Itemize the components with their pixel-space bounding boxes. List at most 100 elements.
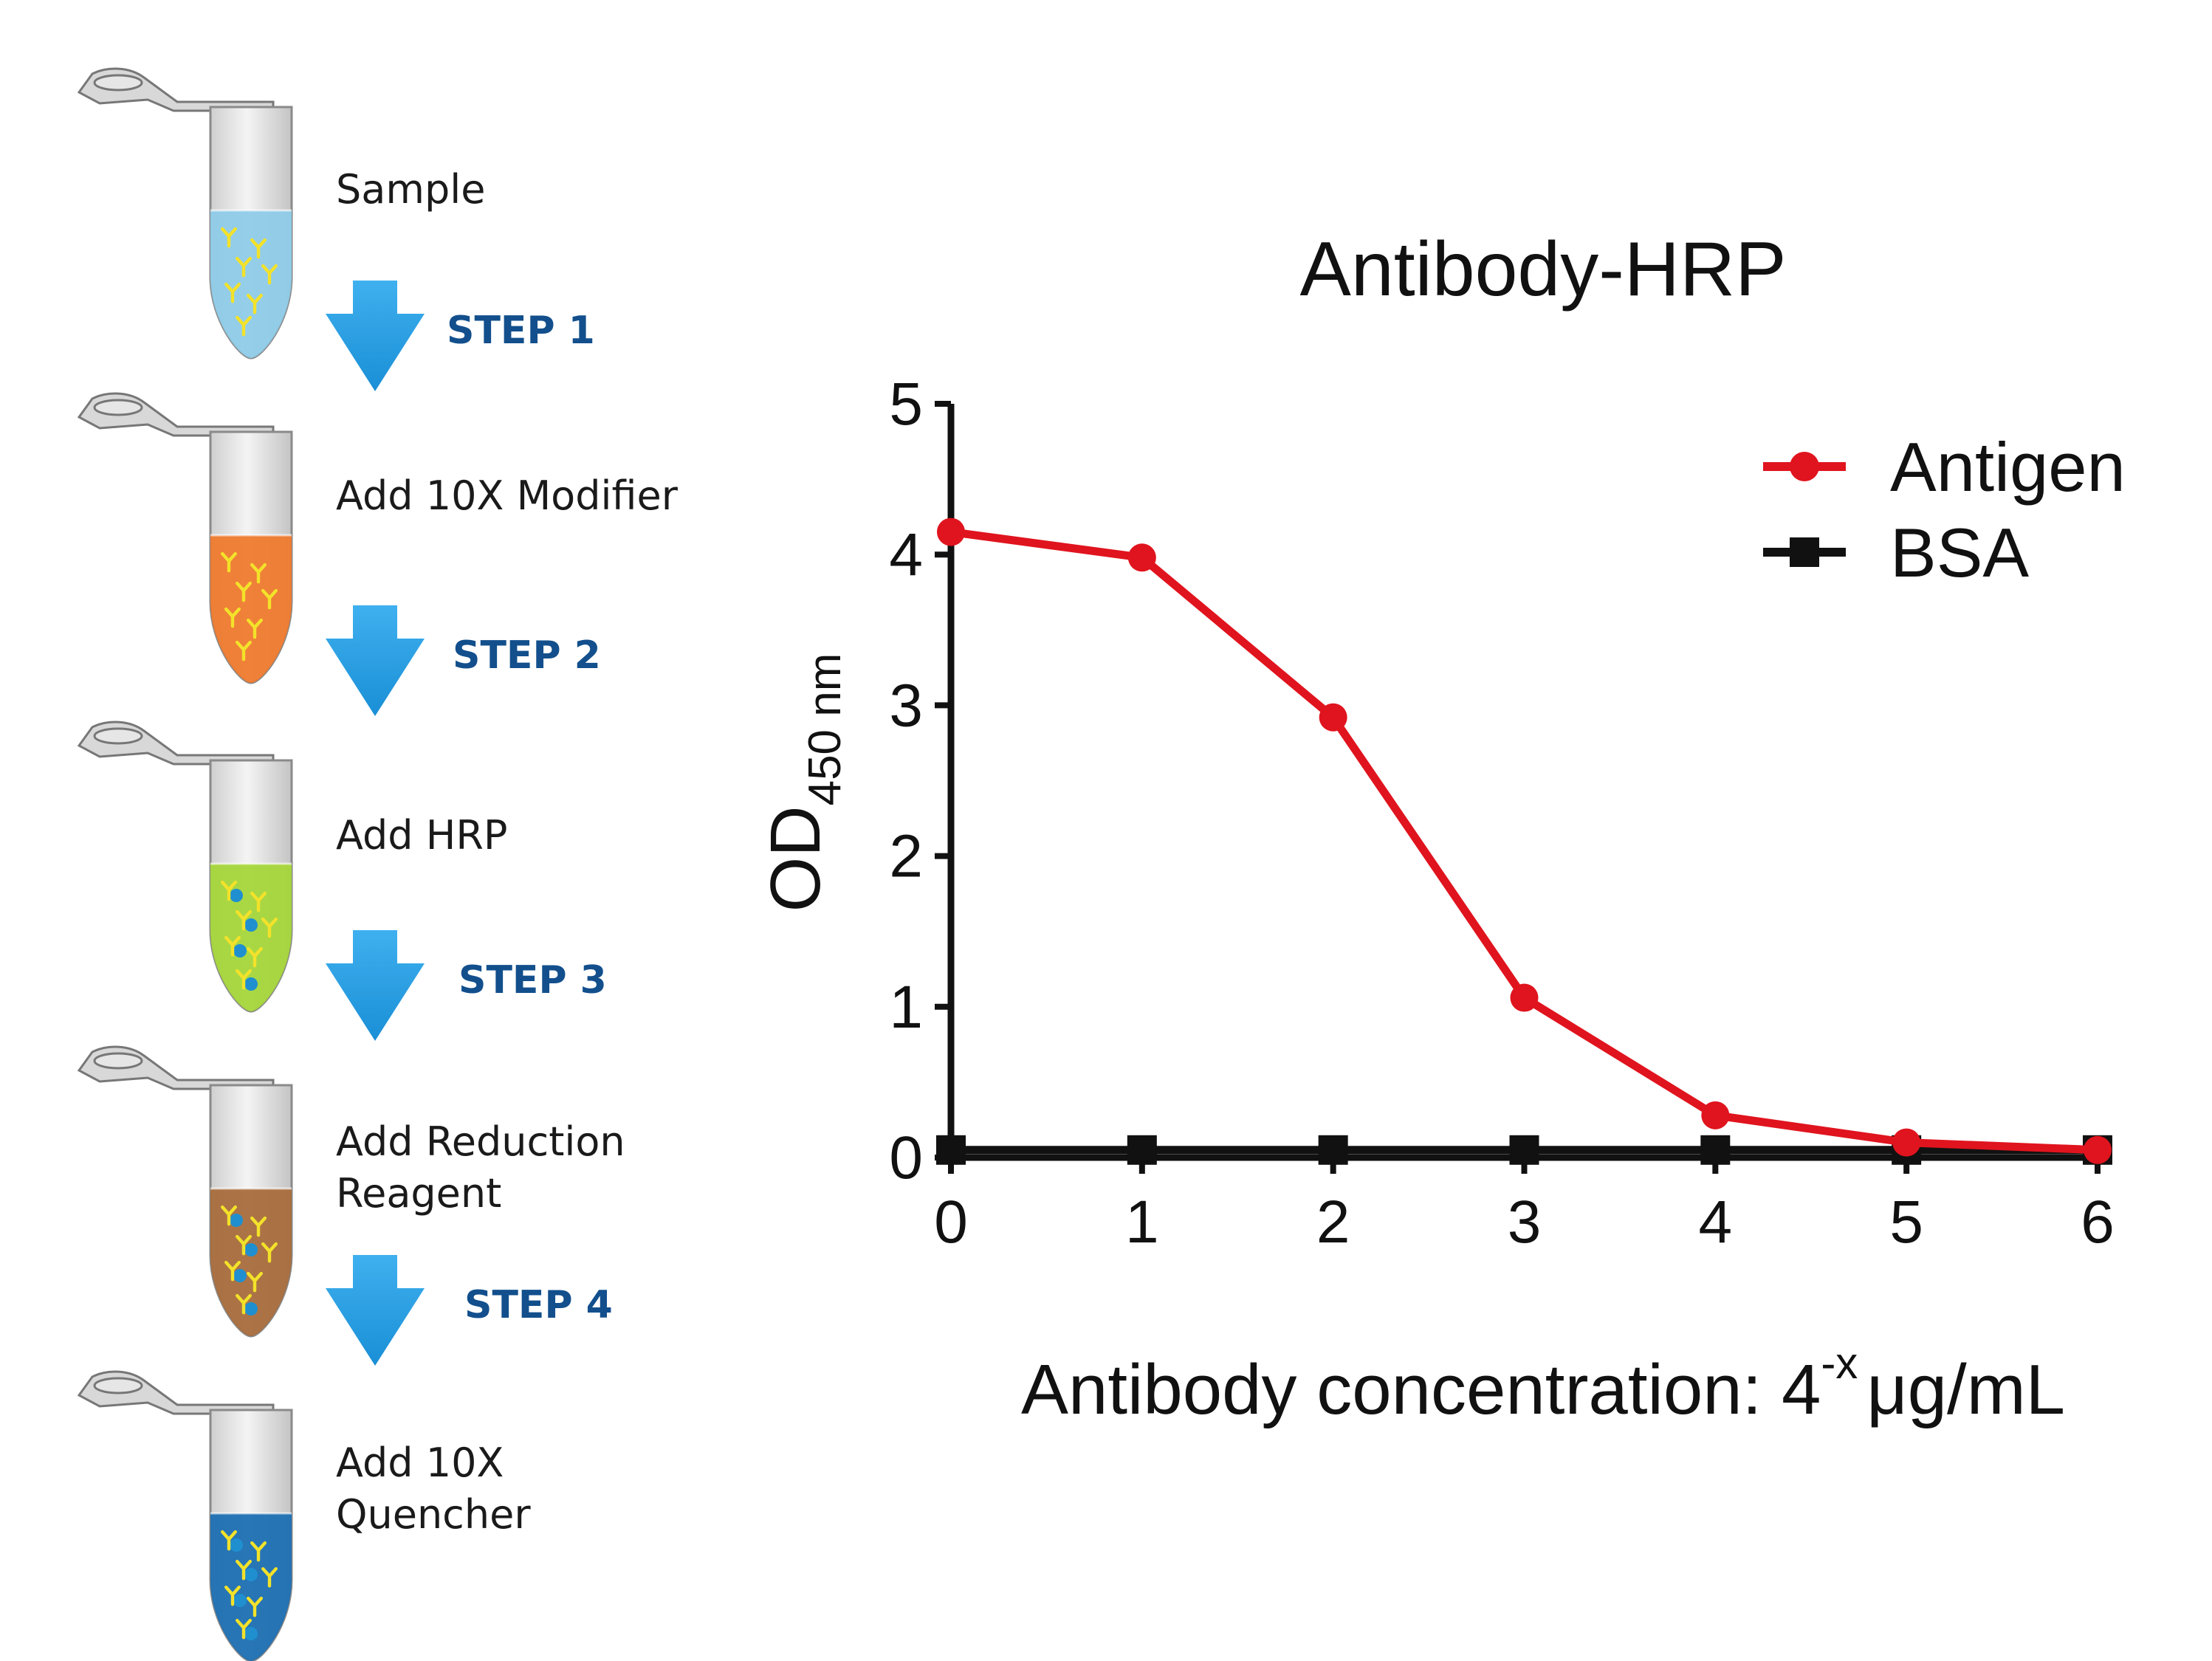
antibody-stroke bbox=[235, 315, 253, 337]
antibody-stroke bbox=[220, 227, 238, 248]
antibody-icon bbox=[235, 640, 253, 661]
x-axis-label-sup: -x bbox=[1821, 1338, 1858, 1388]
tube-liquid bbox=[210, 1512, 292, 1661]
y-tick-label: 3 bbox=[889, 672, 923, 739]
antibody-stroke bbox=[224, 1260, 241, 1282]
antibody-stroke bbox=[224, 1585, 241, 1606]
y-tick-label: 5 bbox=[889, 371, 923, 438]
antibody-icon bbox=[250, 238, 267, 259]
tube-liquid bbox=[210, 209, 292, 358]
antibody-stroke bbox=[246, 1596, 264, 1617]
antibody-icon bbox=[224, 1585, 241, 1606]
x-tick-label: 6 bbox=[2081, 1189, 2115, 1256]
x-axis-label-main: Antibody concentration: 4 bbox=[1021, 1350, 1821, 1429]
antibody-icon bbox=[235, 1234, 253, 1256]
antibody-icon bbox=[246, 1271, 264, 1293]
tube-label: Reagent bbox=[336, 1170, 501, 1217]
antibody-icon bbox=[235, 1559, 253, 1581]
x-tick-label: 3 bbox=[1508, 1189, 1542, 1256]
hrp-dot bbox=[230, 1538, 243, 1552]
antibody-stroke bbox=[246, 293, 264, 314]
down-arrow-icon bbox=[326, 1255, 425, 1366]
x-axis-label-unit: μg/mL bbox=[1866, 1350, 2065, 1429]
x-tick-label: 0 bbox=[934, 1189, 968, 1256]
antibody-stroke bbox=[250, 1541, 267, 1562]
data-point-antigen bbox=[1892, 1128, 1921, 1157]
tube-icon bbox=[77, 67, 293, 360]
chart: Antibody-HRP 0 1 2 3 4 5 0 1 2 3 4 5 6 OD450 nm Antibod… bbox=[756, 227, 2126, 1429]
data-point-bsa bbox=[1318, 1135, 1348, 1165]
y-axis-label-main: OD bbox=[756, 805, 835, 912]
legend-marker bbox=[1790, 537, 1819, 567]
tube-cap-top bbox=[93, 727, 143, 745]
antibody-icon bbox=[261, 1567, 278, 1588]
antibody-stroke bbox=[261, 1567, 278, 1588]
chart-title: Antibody-HRP bbox=[1300, 227, 1787, 312]
tube-icon bbox=[77, 721, 293, 1013]
tube-liquid-fill bbox=[210, 1189, 292, 1336]
x-axis-label: Antibody concentration: 4-x μg/mL bbox=[1021, 1338, 2065, 1429]
antibody-stroke bbox=[261, 264, 278, 285]
tube-liquid bbox=[210, 534, 292, 683]
antibody-icon bbox=[246, 1596, 264, 1617]
antibody-stroke bbox=[261, 588, 278, 610]
hrp-dot bbox=[233, 1269, 247, 1282]
data-point-bsa bbox=[1127, 1135, 1157, 1165]
antibody-icon bbox=[235, 969, 253, 990]
tube-icon bbox=[77, 392, 293, 684]
antibody-stroke bbox=[235, 1618, 253, 1640]
down-arrow-icon bbox=[326, 930, 425, 1041]
antibody-icon bbox=[235, 581, 253, 602]
tube-cap-top bbox=[93, 74, 143, 92]
data-point-antigen bbox=[1319, 703, 1347, 732]
antibody-stroke bbox=[246, 1271, 264, 1293]
antibody-icon bbox=[250, 563, 267, 584]
antibody-icon bbox=[220, 880, 238, 901]
legend-label: BSA bbox=[1890, 514, 2029, 591]
y-tick-label: 1 bbox=[889, 974, 923, 1041]
hrp-dot bbox=[233, 1594, 247, 1607]
antibody-stroke bbox=[261, 917, 278, 938]
y-axis-label-sub: 450 nm bbox=[800, 653, 851, 806]
antibody-icon bbox=[235, 1618, 253, 1640]
antibody-stroke bbox=[235, 1293, 253, 1315]
data-point-bsa bbox=[1700, 1135, 1731, 1165]
antibody-stroke bbox=[235, 256, 253, 278]
tube-label: Add Reduction bbox=[336, 1118, 625, 1165]
antibody-icon bbox=[220, 1205, 238, 1226]
antibody-icon bbox=[246, 618, 264, 639]
step-label: STEP 2 bbox=[453, 633, 601, 678]
tube-cap-top bbox=[93, 399, 143, 416]
antibody-icon bbox=[246, 293, 264, 314]
tube-label: Sample bbox=[336, 166, 485, 213]
tube-label: Add 10X Modifier bbox=[336, 472, 679, 519]
tube-icon bbox=[77, 1045, 293, 1338]
antibody-icon bbox=[224, 607, 241, 628]
antibody-stroke bbox=[224, 282, 241, 303]
down-arrow-icon bbox=[326, 605, 425, 716]
data-point-bsa bbox=[1509, 1135, 1539, 1165]
antibody-stroke bbox=[250, 563, 267, 584]
hrp-dot bbox=[244, 918, 258, 932]
tube-liquid bbox=[210, 862, 292, 1011]
antibody-stroke bbox=[235, 1559, 253, 1581]
antibody-stroke bbox=[220, 1205, 238, 1226]
legend-marker bbox=[1790, 452, 1819, 481]
hrp-dot bbox=[244, 1302, 258, 1316]
data-point-antigen bbox=[937, 517, 965, 546]
y-tick-label: 4 bbox=[889, 521, 923, 588]
data-point-antigen bbox=[2084, 1135, 2112, 1164]
antibody-icon bbox=[235, 1293, 253, 1315]
antibody-icon bbox=[261, 1242, 278, 1263]
antibody-icon bbox=[235, 256, 253, 278]
tube-label: Add 10X bbox=[336, 1440, 504, 1486]
x-tick-label: 1 bbox=[1125, 1189, 1159, 1256]
antibody-stroke bbox=[235, 1234, 253, 1256]
hrp-dot bbox=[244, 1568, 258, 1581]
antibody-icon bbox=[250, 1541, 267, 1562]
tube-cap-top bbox=[93, 1377, 143, 1395]
antibody-icon bbox=[261, 264, 278, 285]
hrp-dot bbox=[244, 977, 258, 991]
antibody-icon bbox=[246, 946, 264, 968]
